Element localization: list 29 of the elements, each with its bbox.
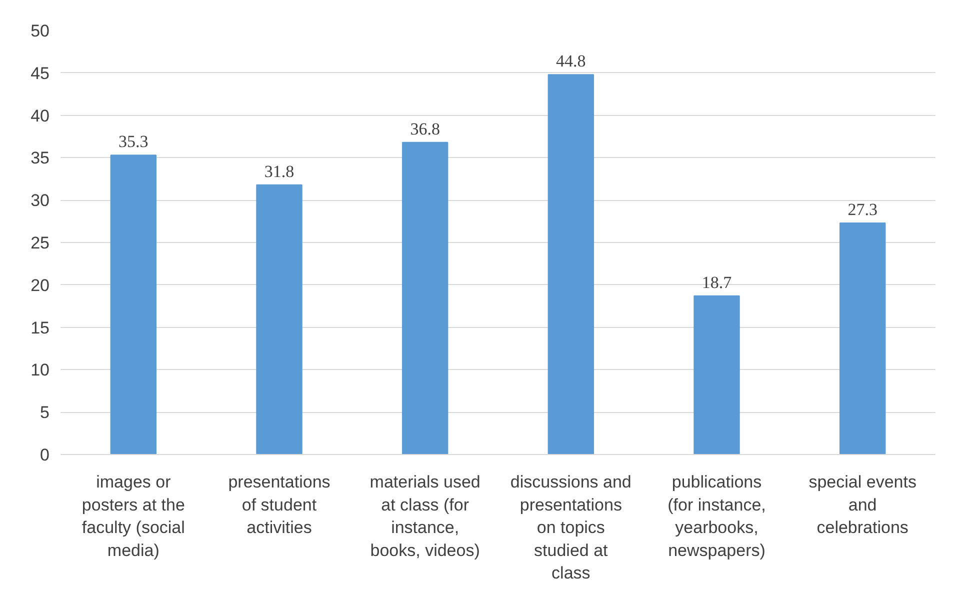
y-tick-label: 45 [30, 64, 50, 83]
y-tick-label: 35 [30, 148, 50, 168]
bar [694, 295, 740, 454]
x-tick-label: images or posters at the faculty (social media) [82, 472, 185, 560]
y-tick-label: 5 [40, 403, 50, 422]
data-label: 35.3 [118, 132, 148, 152]
data-label: 44.8 [556, 52, 586, 71]
bar [110, 154, 157, 454]
data-label: 36.8 [410, 119, 440, 138]
data-label: 18.7 [702, 272, 732, 292]
x-tick-label: materials used at class (for instance, books, videos) [370, 472, 480, 560]
x-tick-label: publications (for instance, yearbooks, newspapers) [668, 472, 766, 560]
x-tick-label: presentations of student activities [228, 472, 330, 538]
y-tick-label: 15 [30, 318, 50, 338]
y-tick-label: 25 [30, 234, 50, 252]
x-tick-label: discussions and presentations on topics studied at class [510, 472, 632, 583]
x-tick-label: special events and celebrations [808, 472, 916, 538]
y-tick-label: 0 [40, 446, 50, 464]
y-tick-label: 20 [30, 276, 50, 295]
y-tick-label: 30 [30, 191, 50, 210]
bar [402, 142, 448, 454]
y-tick-label: 10 [30, 360, 50, 380]
y-tick-label: 50 [30, 22, 50, 40]
bar [548, 74, 594, 454]
bar [839, 222, 886, 454]
data-label: 27.3 [848, 200, 878, 219]
data-label: 31.8 [264, 162, 294, 181]
y-tick-label: 40 [30, 106, 50, 126]
bar [256, 184, 302, 454]
